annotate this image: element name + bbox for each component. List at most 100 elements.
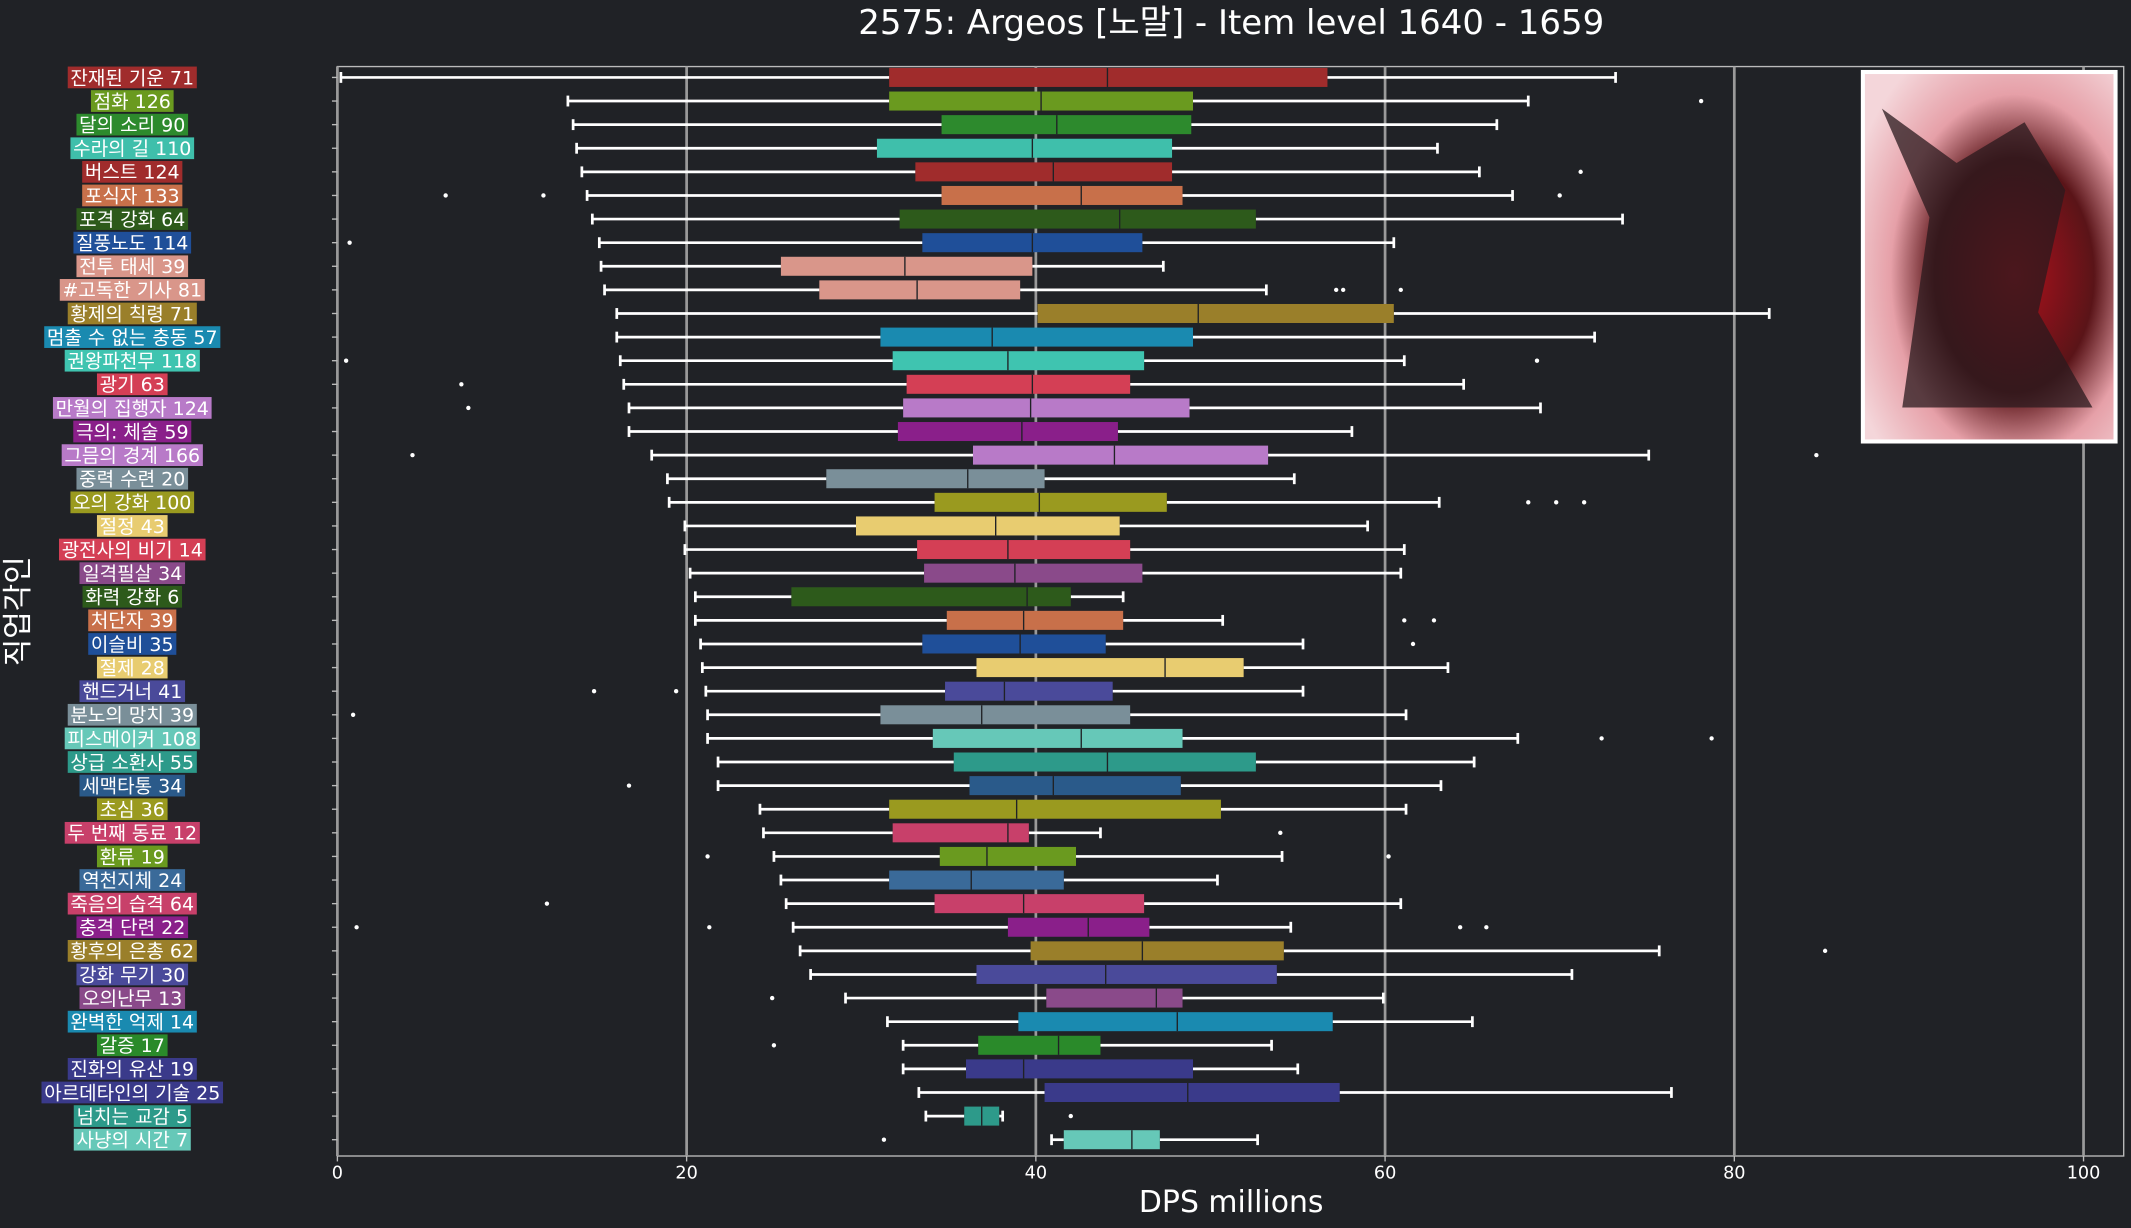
box [1018,1012,1333,1032]
category-label-text: 상급 소환사 55 [70,752,194,774]
category-label-text: 완벽한 억제 14 [70,1012,194,1034]
box [903,398,1190,418]
category-label-text: 넘치는 교감 5 [76,1106,188,1128]
x-tick-label: 100 [2067,1164,2101,1184]
outlier [673,689,679,694]
label-background [76,255,189,278]
category-label: 아르데타인의 기술 25 [41,1081,224,1104]
label-background [73,1105,191,1127]
outlier [1410,641,1416,647]
category-label: 그믐의 경계 166 [61,444,203,467]
outlier [1431,618,1437,623]
category-label-text: 화력 강화 6 [85,587,179,609]
outlier [354,925,359,930]
box [897,422,1118,442]
label-background [67,302,197,325]
box [855,516,1120,536]
category-label-text: 분노의 망치 39 [70,705,194,727]
outlier [1698,98,1704,104]
category-label-text: 점화 126 [94,91,171,113]
outlier [1068,1113,1073,1119]
box [915,162,1173,182]
box [889,870,1064,890]
category-label: 완벽한 억제 14 [67,1010,197,1034]
category-label-text: 두 번째 동료 12 [67,823,197,845]
category-label-text: 중력 수련 20 [79,469,185,491]
category-label: 황후의 은총 62 [67,939,197,963]
outlier [1386,854,1391,859]
category-label: 권왕파천무 118 [64,349,200,373]
category-label-text: 극의: 체술 59 [76,421,189,443]
outlier [1578,169,1583,175]
outlier [343,358,349,363]
category-label-text: 세맥타통 34 [82,775,182,797]
label-background [96,845,168,868]
box [880,705,1131,725]
outlier [707,925,712,930]
category-label: 갈증 17 [96,1034,168,1057]
label-background [67,66,197,89]
category-label: 죽음의 습격 64 [67,892,197,916]
box [941,115,1192,135]
box [953,752,1256,772]
category-label: 처단자 39 [88,609,177,632]
category-label-text: 일격필살 34 [82,563,182,585]
x-tick-label: 60 [1374,1164,1396,1184]
outlier [1814,452,1819,458]
outlier [881,1137,887,1142]
category-label: 분노의 망치 39 [67,703,197,727]
category-label: 황제의 칙령 71 [67,302,197,325]
box [1046,988,1183,1008]
label-background [67,703,197,726]
outlier [1334,287,1339,293]
label-background [73,420,192,443]
category-label: 점화 126 [90,90,174,113]
label-background [67,939,197,962]
category-label-text: 버스트 124 [85,162,180,184]
category-label-text: 오의 강화 100 [73,492,191,514]
label-background [67,751,197,773]
outlier [466,405,471,411]
category-label: 이슬비 35 [88,633,177,656]
category-label: 화력 강화 6 [82,585,183,609]
category-label: 진화의 유산 19 [67,1058,197,1081]
box [899,209,1256,229]
x-tick-label: 40 [1025,1164,1047,1184]
category-label: #고독한 기사 81 [59,279,205,302]
box [976,658,1244,678]
outlier [1526,500,1531,505]
label-background [82,585,183,608]
category-label-text: 멈출 수 없는 충동 57 [47,327,218,349]
box [791,587,1071,607]
chart-title: 2575: Argeos [노말] - Item level 1640 - 16… [858,3,1604,43]
box [969,776,1181,796]
outlier [1709,736,1714,741]
outlier [591,689,597,694]
category-label-text: 광전사의 비기 14 [62,539,203,561]
category-label: 달의 소리 90 [76,113,189,136]
category-label: 피스메이커 108 [64,727,200,750]
label-background [76,113,189,136]
category-label-text: 그믐의 경계 166 [64,445,200,467]
category-label-text: 초심 36 [100,799,165,821]
category-label: 핸드거너 41 [79,680,186,703]
outlier [1278,830,1283,835]
label-background [73,231,192,254]
category-label-text: 수라의 길 110 [73,138,191,160]
category-label-text: 충격 단련 22 [79,917,185,939]
x-tick-label: 0 [332,1164,343,1184]
category-label: 광전사의 비기 14 [58,538,206,561]
x-axis-label: DPS millions [1139,1185,1324,1220]
category-label: 사냥의 시간 7 [73,1128,191,1152]
category-label: 절정 43 [96,515,168,538]
category-label-text: 갈증 17 [100,1035,165,1057]
category-label-text: 죽음의 습격 64 [70,894,194,916]
label-background [96,656,168,679]
label-background [82,184,183,207]
category-label: 환류 19 [96,845,168,868]
category-label: 세맥타통 34 [79,774,186,797]
box [932,728,1183,748]
outlier [459,382,464,387]
